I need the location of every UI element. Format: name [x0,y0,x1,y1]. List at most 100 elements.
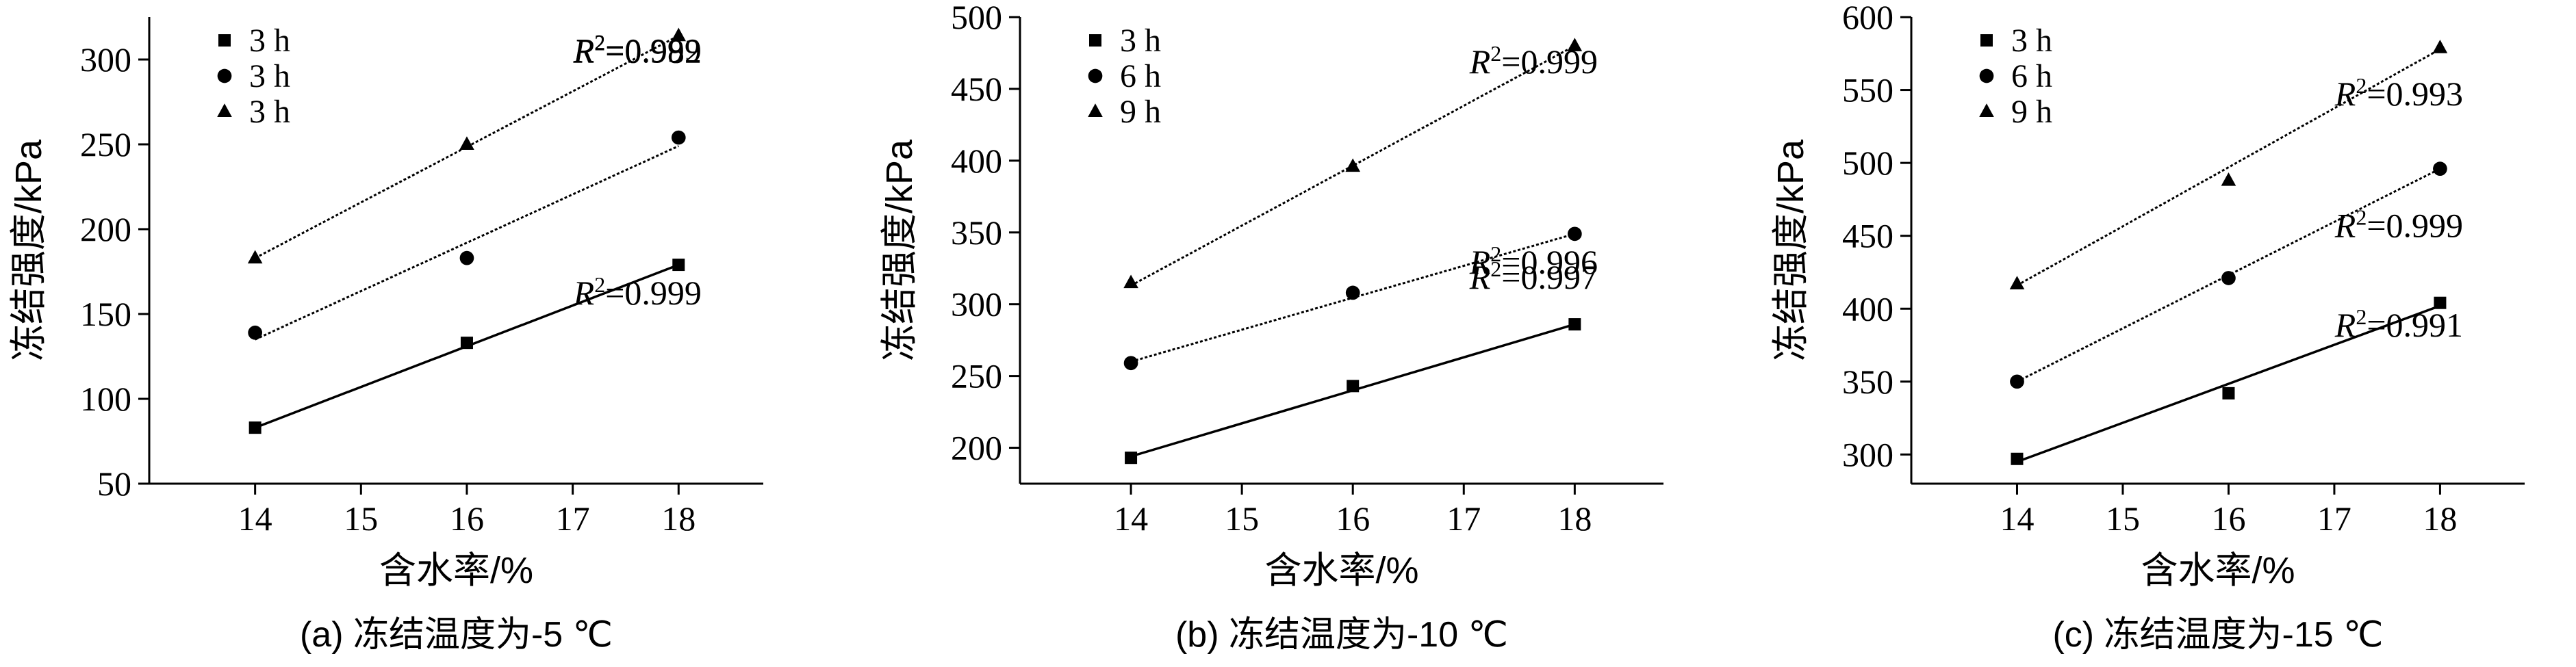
r-squared-symbol: R [2334,207,2356,245]
data-point [1125,452,1138,465]
x-tick-label: 18 [2423,499,2457,538]
y-tick-label: 500 [1842,144,1893,182]
data-point [248,421,262,434]
series-2: R2=0.996 [1123,226,1598,371]
r-squared-value: =0.991 [2367,306,2463,344]
r-squared-exponent: 2 [594,30,605,55]
r-squared-label: R2=0.991 [2334,304,2463,344]
data-point [671,130,686,145]
r-squared-symbol: R [2334,306,2356,344]
data-point [672,259,685,272]
legend-marker [1979,68,1994,83]
data-point [2434,296,2447,309]
r-squared-symbol: R [1469,42,1491,81]
data-point [2009,276,2025,289]
y-tick-label: 450 [951,70,1002,108]
x-tick-label: 17 [1446,499,1481,538]
legend-marker [1089,34,1101,47]
r-squared-value: =0.999 [605,274,702,312]
y-axis-label: 冻结强度/kPa [879,139,920,361]
series-1: R2=0.997 [1125,257,1598,465]
r-squared-value: =0.999 [605,31,702,69]
r-squared-label: R2=0.999 [2334,205,2463,245]
legend-label: 3 h [2011,23,2052,59]
fit-line [1130,44,1576,287]
data-point [460,337,473,350]
legend: 3 h3 h3 h [217,23,290,130]
data-point [2221,172,2236,186]
y-tick-label: 100 [80,380,131,418]
y-tick-label: 250 [80,125,131,164]
data-point [2432,40,2448,53]
r-squared-value: =0.999 [2367,207,2463,245]
series-1: R2=0.999 [248,259,702,434]
x-tick-label: 16 [1336,499,1370,538]
x-tick-label: 15 [344,499,378,538]
y-tick-label: 300 [951,285,1002,324]
data-point [1123,356,1138,371]
r-squared-symbol: R [2334,75,2356,113]
chart-caption: (c) 冻结温度为-15 ℃ [2052,615,2383,655]
data-point [2010,374,2024,389]
data-point [2221,271,2236,285]
x-tick-label: 18 [661,499,696,538]
data-point [1567,38,1583,51]
r-squared-label: R2=0.999 [573,272,702,312]
data-point [247,250,263,264]
x-tick-label: 15 [2106,499,2140,538]
y-tick-label: 400 [951,142,1002,180]
y-tick-label: 200 [80,210,131,248]
legend-marker [1088,103,1103,117]
data-point [1123,274,1138,289]
r-squared-label: R2=0.982 [573,30,702,70]
r-squared-symbol: R [573,31,595,69]
series-2: R2=0.982 [248,30,702,341]
series-1: R2=0.991 [2011,296,2463,465]
r-squared-exponent: 2 [1490,257,1501,281]
series-3: R2=0.999 [247,27,702,264]
y-axis-label: 冻结强度/kPa [1770,139,1811,361]
data-point [1347,380,1360,393]
data-point [2222,387,2235,400]
r-squared-value: =0.999 [1501,42,1598,81]
y-tick-label: 350 [1842,363,1893,401]
x-tick-label: 16 [450,499,484,538]
r-squared-symbol: R [573,274,595,312]
data-point [2011,452,2024,465]
r-squared-exponent: 2 [1490,41,1501,66]
data-point [671,27,687,42]
data-point [1567,226,1582,241]
legend-marker [217,68,232,83]
y-tick-label: 250 [951,357,1002,395]
y-tick-label: 500 [951,0,1002,36]
r-squared-value: =0.982 [605,31,702,70]
x-axis-label: 含水率/% [1264,550,1418,591]
r-squared-symbol: R [573,31,595,70]
fit-line [2016,304,2441,463]
fit-line [2016,48,2441,287]
data-point [2433,161,2447,176]
r-squared-symbol: R [1469,243,1491,281]
chart-panel-1: 14 15 16 17 18 50 100 150 200 250 300 含水率/% 冻结强度/kPa… [8,17,763,655]
y-tick-label: 550 [1842,71,1893,109]
r-squared-label: R2=0.993 [2334,73,2463,113]
y-tick-label: 600 [1842,0,1893,36]
data-point [459,250,474,265]
legend-marker [218,34,231,47]
y-tick-label: 300 [1842,435,1893,473]
legend-marker [1088,68,1103,83]
x-tick-label: 17 [2317,499,2351,538]
r-squared-label: R2=0.999 [1469,41,1598,81]
x-axis-label: 含水率/% [2141,550,2295,591]
x-tick-label: 16 [2211,499,2245,538]
chart-panel-2: 14 15 16 17 18 200 250 300 350 400 450 500 含水率/% 冻结强度… [879,0,1663,655]
x-tick-label: 17 [556,499,590,538]
y-tick-label: 200 [951,429,1002,467]
y-tick-label: 50 [97,465,131,503]
r-squared-value: =0.996 [1501,243,1598,281]
y-tick-label: 400 [1842,289,1893,328]
r-squared-value: =0.997 [1501,258,1598,296]
r-squared-value: =0.993 [2367,75,2463,113]
chart-panel-3: 14 15 16 17 18 300 350 400 450 500 550 600 含水率/% 冻结强度… [1770,0,2525,655]
